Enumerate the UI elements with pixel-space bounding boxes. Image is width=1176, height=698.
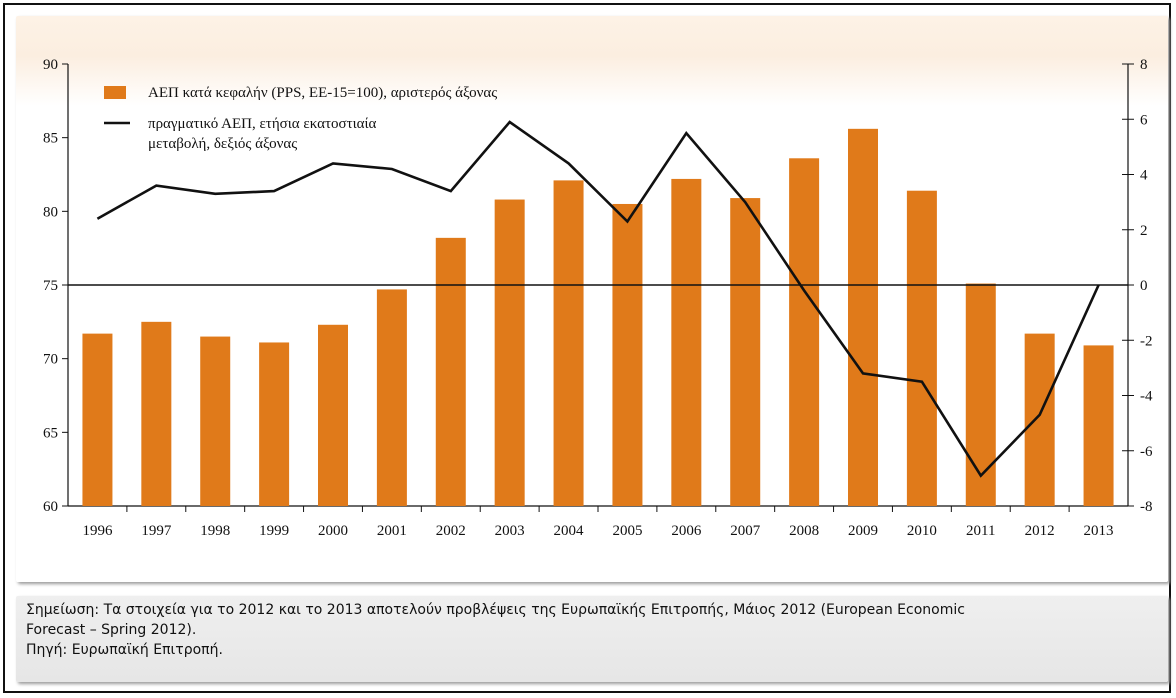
bar — [141, 321, 172, 506]
legend-label-line: μεταβολή, δεξιός άξονας — [148, 136, 297, 152]
note-line-2: Forecast – Spring 2012). — [26, 622, 197, 638]
x-tick-label: 1998 — [200, 523, 230, 539]
right-tick-label: 4 — [1140, 168, 1148, 184]
legend-label-bar: ΑΕΠ κατά κεφαλήν (PPS, ΕΕ-15=100), αριστ… — [148, 85, 497, 101]
combo-chart: 60 65 70 75 80 85 90 -8 -6 -4 -2 0 2 4 6 8 1996 1997 1998 1… — [43, 57, 1153, 539]
bar — [259, 342, 290, 506]
left-tick-label: 75 — [43, 278, 58, 294]
bar — [906, 190, 937, 506]
right-tick-label: -8 — [1140, 499, 1153, 515]
bar — [200, 336, 231, 506]
note-line-1: Σημείωση: Τα στοιχεία για το 2012 και το… — [26, 602, 965, 618]
chart-panel: 60 65 70 75 80 85 90 -8 -6 -4 -2 0 2 4 6 8 1996 1997 1998 1… — [16, 16, 1168, 582]
figure-note: Σημείωση: Τα στοιχεία για το 2012 και το… — [16, 596, 1168, 682]
left-tick-label: 90 — [43, 57, 58, 73]
x-tick-label: 2011 — [966, 523, 995, 539]
bar — [671, 178, 702, 507]
bar — [553, 180, 584, 507]
left-tick-label: 85 — [43, 131, 58, 147]
right-tick-label: -6 — [1140, 444, 1153, 460]
left-tick-label: 80 — [43, 204, 58, 220]
bar — [494, 199, 525, 506]
bar — [1083, 345, 1114, 506]
gdp-growth-line — [96, 120, 1100, 478]
left-tick-label: 70 — [43, 352, 58, 368]
left-tick-label: 65 — [43, 425, 58, 441]
x-tick-label: 1996 — [82, 523, 113, 539]
x-tick-label: 2012 — [1025, 523, 1055, 539]
left-tick-label: 60 — [43, 499, 58, 515]
bar — [612, 203, 643, 506]
x-tick-label: 2009 — [848, 523, 878, 539]
bar — [318, 324, 348, 506]
right-tick-label: -4 — [1140, 389, 1153, 405]
right-tick-label: 8 — [1140, 57, 1148, 73]
x-tick-label: 2001 — [377, 523, 407, 539]
x-tick-label: 1999 — [259, 523, 289, 539]
legend-swatch-bar — [104, 86, 126, 99]
bar — [435, 237, 466, 506]
bar — [730, 198, 761, 506]
x-tick-label: 2004 — [554, 523, 585, 539]
legend-label-line: πραγματικό ΑΕΠ, ετήσια εκατοστιαία — [148, 116, 377, 132]
right-tick-label: 0 — [1140, 278, 1148, 294]
bar — [376, 289, 407, 506]
x-tick-label: 2005 — [612, 523, 642, 539]
bar — [789, 158, 820, 506]
x-tick-label: 2002 — [436, 523, 466, 539]
bar — [848, 128, 878, 506]
note-line-3: Πηγή: Ευρωπαϊκή Επιτροπή. — [26, 642, 223, 658]
right-tick-label: 2 — [1140, 223, 1148, 239]
x-tick-label: 2013 — [1084, 523, 1114, 539]
x-tick-label: 2007 — [730, 523, 761, 539]
bar — [965, 283, 996, 506]
right-tick-label: 6 — [1140, 112, 1148, 128]
x-tick-label: 2000 — [318, 523, 348, 539]
right-tick-label: -2 — [1140, 333, 1153, 349]
x-tick-label: 2010 — [907, 523, 937, 539]
bar — [82, 333, 113, 506]
x-tick-label: 2006 — [671, 523, 702, 539]
x-tick-label: 2003 — [495, 523, 525, 539]
bar — [1024, 333, 1055, 506]
x-tick-label: 2008 — [789, 523, 819, 539]
x-tick-label: 1997 — [141, 523, 172, 539]
